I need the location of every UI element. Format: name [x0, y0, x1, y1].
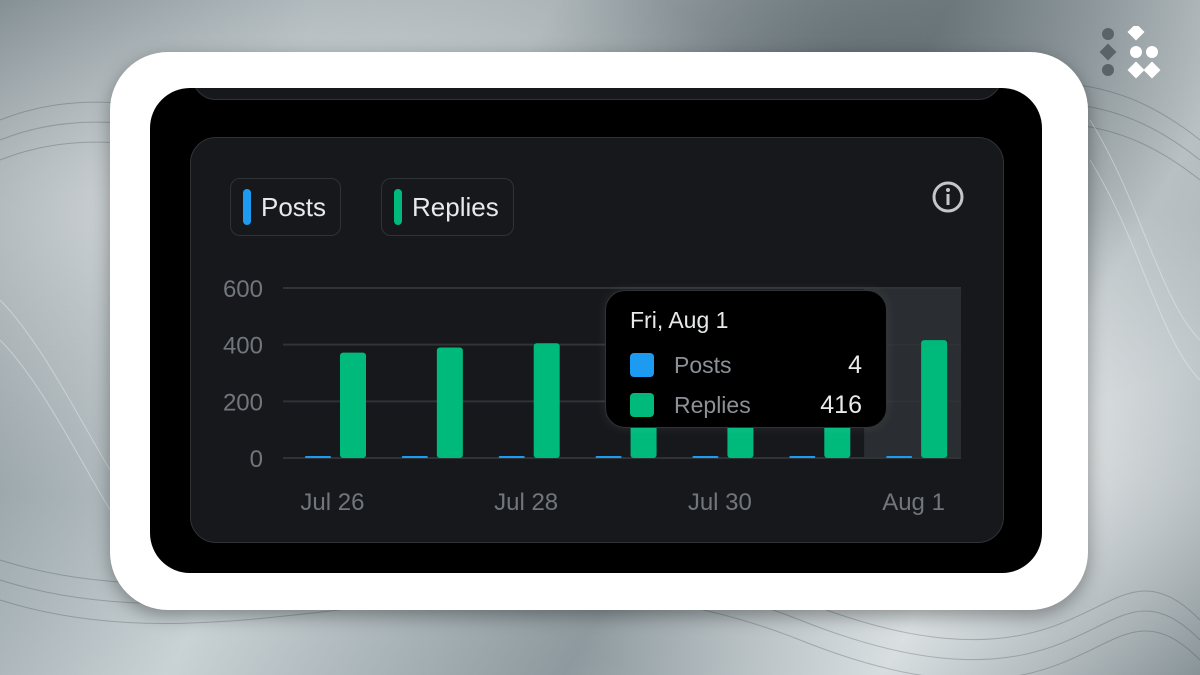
brand-logo-icon	[1099, 26, 1161, 79]
tooltip-replies-value: 416	[820, 390, 862, 419]
tooltip-posts-label: Posts	[674, 351, 732, 378]
legend-replies-label: Replies	[412, 191, 499, 222]
x-tick-label: Jul 28	[494, 489, 558, 516]
tooltip-posts-value: 4	[848, 350, 862, 379]
x-tick-label: Aug 1	[882, 489, 945, 516]
bar-replies-aug-1	[921, 340, 948, 458]
legend-toggle-posts[interactable]: Posts	[230, 178, 342, 236]
y-tick-label: 200	[223, 389, 263, 416]
legend-posts-label: Posts	[261, 191, 327, 222]
bar-posts-jul-29	[595, 456, 622, 458]
replies-swatch	[394, 189, 402, 225]
bar-posts-jul-27	[401, 456, 428, 458]
x-tick-label: Jul 30	[688, 489, 752, 516]
bar-replies-jul-27	[436, 347, 463, 458]
tooltip-row-replies: Replies 416	[630, 385, 862, 425]
bar-replies-jul-26	[340, 352, 366, 458]
tooltip-date: Fri, Aug 1	[630, 307, 729, 333]
bar-posts-aug-1	[886, 456, 913, 458]
bar-posts-jul-28	[498, 456, 525, 458]
chart-tooltip: Fri, Aug 1 Posts 4 Replies 416	[605, 290, 887, 428]
x-tick-label: Jul 26	[300, 489, 364, 516]
y-tick-label: 0	[250, 446, 263, 473]
posts-swatch	[243, 189, 251, 225]
y-tick-label: 600	[223, 276, 263, 303]
y-tick-label: 400	[223, 333, 263, 360]
legend-toggle-replies[interactable]: Replies	[381, 178, 514, 236]
device-screen: Posts Replies 0 200 400 600 Jul 26 Jul 28 Jul …	[150, 88, 1042, 573]
tooltip-row-posts: Posts 4	[630, 345, 862, 385]
info-icon[interactable]	[931, 180, 965, 214]
bar-posts-jul-30	[692, 456, 719, 458]
previous-card	[192, 88, 1002, 100]
tooltip-posts-swatch	[630, 353, 654, 377]
activity-chart-card: Posts Replies 0 200 400 600 Jul 26 Jul 28 Jul …	[190, 137, 1004, 543]
tooltip-replies-label: Replies	[674, 391, 751, 418]
bar-posts-jul-31	[789, 456, 816, 458]
tooltip-replies-swatch	[630, 393, 654, 417]
bar-replies-jul-28	[533, 343, 560, 458]
bar-posts-jul-26	[305, 456, 331, 458]
